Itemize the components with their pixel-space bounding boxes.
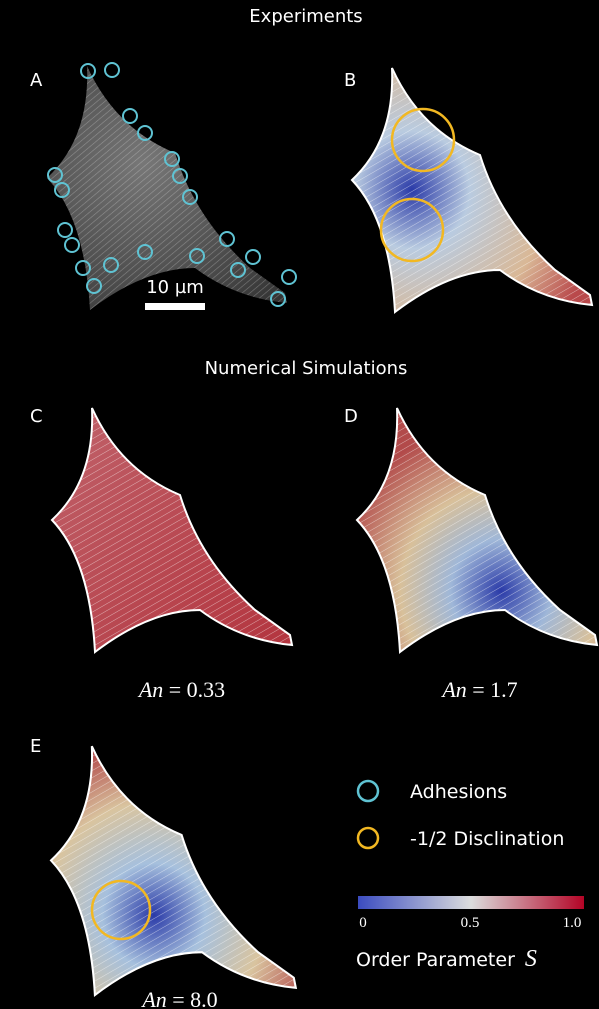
caption-value: = 1.7 — [467, 677, 518, 702]
caption: An = 0.33 — [137, 677, 225, 702]
caption: An = 1.7 — [440, 677, 517, 702]
colorbar-symbol: S — [525, 946, 537, 972]
scale-bar — [145, 303, 205, 310]
section-title: Numerical Simulations — [205, 358, 408, 379]
caption-value: = 0.33 — [163, 677, 225, 702]
caption-symbol: An — [137, 677, 163, 702]
cell-image — [47, 66, 287, 310]
legend-symbol — [356, 826, 380, 850]
cell-image — [51, 407, 293, 653]
legend-symbol — [356, 779, 380, 803]
disclination-marker — [379, 197, 445, 263]
cell-image — [356, 407, 598, 653]
colorbar-tick: 1.0 — [563, 915, 582, 931]
panel-label: D — [344, 406, 358, 427]
colorbar-label-text: Order Parameter — [356, 949, 515, 971]
caption: An = 8.0 — [140, 987, 217, 1009]
colorbar-tick: 0 — [359, 915, 367, 931]
colorbar-tick: 0.5 — [461, 915, 480, 931]
colorbar — [358, 896, 584, 909]
disclination-marker — [390, 107, 456, 173]
cell-image — [50, 745, 297, 997]
panel-label: A — [30, 70, 43, 91]
panel-label: B — [344, 70, 356, 91]
colorbar-label: Order Parameter S — [356, 946, 537, 972]
caption-symbol: An — [440, 677, 466, 702]
caption-symbol: An — [140, 987, 166, 1009]
disclination-marker — [90, 879, 152, 941]
scale-bar-label: 10 µm — [146, 277, 204, 298]
cell-image — [351, 67, 593, 313]
section-title: Experiments — [249, 6, 362, 27]
panel-label: E — [30, 736, 41, 757]
legend-entry: -1/2 Disclination — [410, 828, 564, 850]
legend-entry: Adhesions — [410, 781, 507, 803]
panel-label: C — [30, 406, 43, 427]
adhesion-markers — [47, 62, 297, 307]
caption-value: = 8.0 — [167, 987, 218, 1009]
